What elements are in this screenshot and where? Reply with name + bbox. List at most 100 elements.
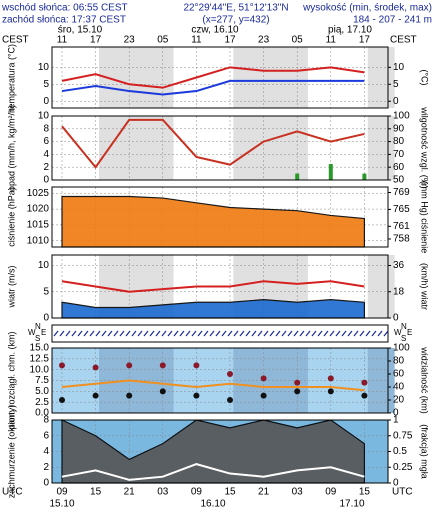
wind-arrow <box>269 330 275 337</box>
wind-arrow <box>275 330 281 337</box>
y2-tick-label: 0 <box>393 408 399 419</box>
y-tick-label: 10 <box>38 260 50 271</box>
wind-arrow <box>59 330 65 337</box>
top-hour: 23 <box>124 35 136 46</box>
y2-tick-label: 90 <box>393 123 405 134</box>
y2-tick-label: 80 <box>393 136 405 147</box>
y-tick-label: 4 <box>43 446 49 457</box>
sunset: zachód słońca: 17:37 CEST <box>2 15 126 26</box>
compass-s: S <box>401 334 406 343</box>
right-axis-label: (mm Hg) ciśnienie <box>420 181 430 254</box>
y-tick-label: 4 <box>43 149 49 160</box>
series-line <box>61 79 365 96</box>
series-line <box>61 379 365 392</box>
y-tick-label: 8 <box>43 123 49 134</box>
series-dot <box>260 392 267 399</box>
series-dot <box>294 388 301 395</box>
series-dot <box>193 392 200 399</box>
wind-arrow <box>305 330 311 337</box>
wind-arrow <box>83 330 89 337</box>
y-tick-label: 0 <box>43 175 49 186</box>
wind-arrow <box>335 330 341 337</box>
series-line <box>61 463 365 481</box>
wind-arrow <box>131 330 137 337</box>
y-tick-label: 12.5 <box>30 353 50 364</box>
wind-arrow <box>377 330 383 337</box>
wind-arrow <box>167 330 173 337</box>
y2-tick-label: 100 <box>393 111 410 122</box>
date-label: śro, 15.10 <box>58 25 103 36</box>
top-hour: 17 <box>224 35 236 46</box>
bottom-date: 17.10 <box>339 499 364 510</box>
y-tick-label: 1015 <box>27 220 50 231</box>
series-dot <box>92 364 99 371</box>
wind-arrow <box>341 330 347 337</box>
wind-arrow <box>71 330 77 337</box>
bottom-hour: 15 <box>224 487 236 498</box>
y-tick-label: 2 <box>43 162 49 173</box>
wind-arrow <box>299 330 305 337</box>
y-tick-label: 5 <box>43 79 49 90</box>
series-line <box>61 280 365 293</box>
left-axis-label: opad (mm/h, kg/m²/h) <box>6 105 16 191</box>
y2-tick-label: 0 <box>393 478 399 489</box>
wind-arrow <box>125 330 131 337</box>
panel-frame <box>51 254 389 319</box>
y2-tick-label: 20 <box>393 395 405 406</box>
compass-s: S <box>35 334 40 343</box>
panel: 0 5 10 0 5 10 temperatura (°C) (°C) <box>6 44 429 111</box>
bottom-axis-label: UTC <box>392 487 413 498</box>
y2-tick-label: 769 <box>393 187 410 198</box>
y-tick-label: 15.0 <box>30 343 50 354</box>
night-band <box>367 116 395 180</box>
series-dot <box>294 379 301 386</box>
series-dot <box>59 362 65 369</box>
left-axis-label: temperatura (°C) <box>6 44 16 111</box>
top-axis-label: CEST <box>390 35 417 46</box>
y-tick-label: 10 <box>38 111 50 122</box>
y-tick-label: 0.0 <box>35 408 49 419</box>
date-label: czw, 16.10 <box>191 25 239 36</box>
wind-arrow <box>317 330 323 337</box>
bottom-hour: 03 <box>157 487 169 498</box>
compass-w: W <box>394 328 402 337</box>
precip-bar <box>362 173 367 180</box>
series-line <box>61 66 365 89</box>
y2-tick-label: 50 <box>393 175 405 186</box>
wind-arrow <box>161 330 167 337</box>
top-hour: 11 <box>326 35 337 46</box>
series-dot <box>59 397 65 403</box>
y-tick-label: 2.5 <box>35 397 49 408</box>
bottom-hour: 21 <box>258 487 270 498</box>
y2-tick-label: 36 <box>393 260 405 271</box>
y2-tick-label: 0.75 <box>393 430 413 441</box>
y2-tick-label: 10 <box>393 62 405 73</box>
y2-tick-label: 0.5 <box>393 446 407 457</box>
wind-arrow <box>245 330 251 337</box>
wind-arrow <box>353 330 359 337</box>
series-line <box>61 118 365 169</box>
bottom-date: 15.10 <box>49 499 74 510</box>
panel-frame <box>51 347 389 414</box>
y2-tick-label: 60 <box>393 369 405 380</box>
wind-arrow <box>347 330 353 337</box>
wind-arrow <box>173 330 179 337</box>
compass-n: N <box>401 322 407 331</box>
left-axis-label: pion. rozciągł. chm. (km) <box>6 331 16 429</box>
compass-e: E <box>407 328 412 337</box>
top-hour: 05 <box>292 35 304 46</box>
elevation: 184 - 207 - 241 m <box>353 15 432 26</box>
wind-arrow <box>371 330 377 337</box>
panel-frame <box>51 46 389 109</box>
wind-arrow <box>149 330 155 337</box>
series-dot <box>227 397 233 403</box>
y-tick-label: 0 <box>43 313 49 324</box>
panel-frame <box>51 115 389 181</box>
wind-arrow <box>119 330 125 337</box>
wind-arrow <box>101 330 107 337</box>
wind-arrow <box>155 330 161 337</box>
panel: 0 5 10 0 18 36 wiatr (m/s) (km/h) wiatr <box>6 254 430 324</box>
y2-tick-label: 18 <box>393 286 405 297</box>
y2-tick-label: 80 <box>393 356 405 367</box>
wind-arrow <box>221 330 227 337</box>
